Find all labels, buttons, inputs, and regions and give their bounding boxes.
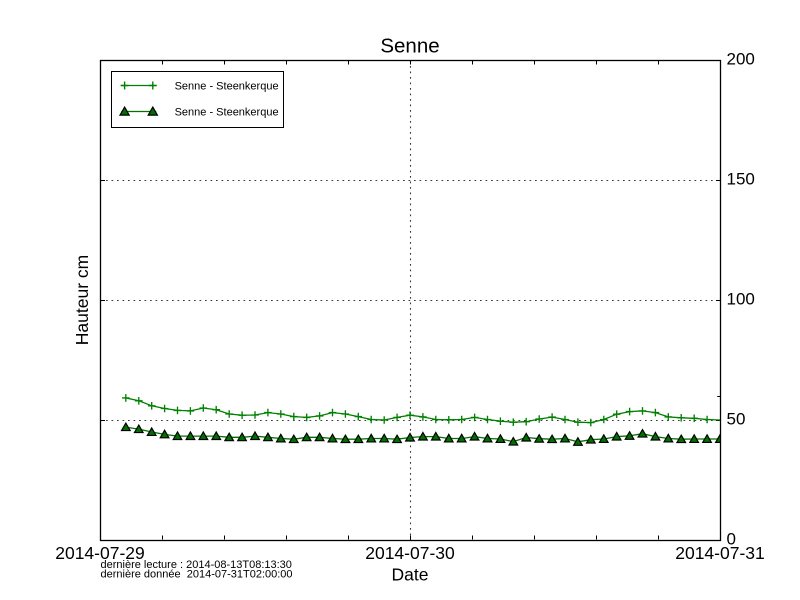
- svg-text:Hauteur cm: Hauteur cm: [72, 255, 92, 345]
- svg-text:Date: Date: [392, 564, 429, 584]
- svg-text:150: 150: [727, 169, 755, 188]
- svg-text:0: 0: [727, 529, 736, 548]
- svg-text:100: 100: [727, 289, 755, 308]
- svg-text:Senne - Steenkerque: Senne - Steenkerque: [175, 106, 279, 118]
- svg-text:2014-07-30: 2014-07-30: [365, 543, 455, 563]
- svg-text:50: 50: [727, 409, 746, 428]
- svg-text:dernière donnée 2014-07-31T02: dernière donnée 2014-07-31T02:00:00: [101, 568, 293, 580]
- svg-text:Senne: Senne: [380, 35, 439, 58]
- svg-text:Senne - Steenkerque: Senne - Steenkerque: [175, 80, 279, 92]
- svg-text:2014-07-29: 2014-07-29: [55, 543, 145, 563]
- svg-text:200: 200: [727, 49, 755, 68]
- svg-text:2014-07-31: 2014-07-31: [675, 543, 765, 563]
- svg-text:dernière lecture : 2014-08-13T: dernière lecture : 2014-08-13T08:13:30: [101, 559, 292, 571]
